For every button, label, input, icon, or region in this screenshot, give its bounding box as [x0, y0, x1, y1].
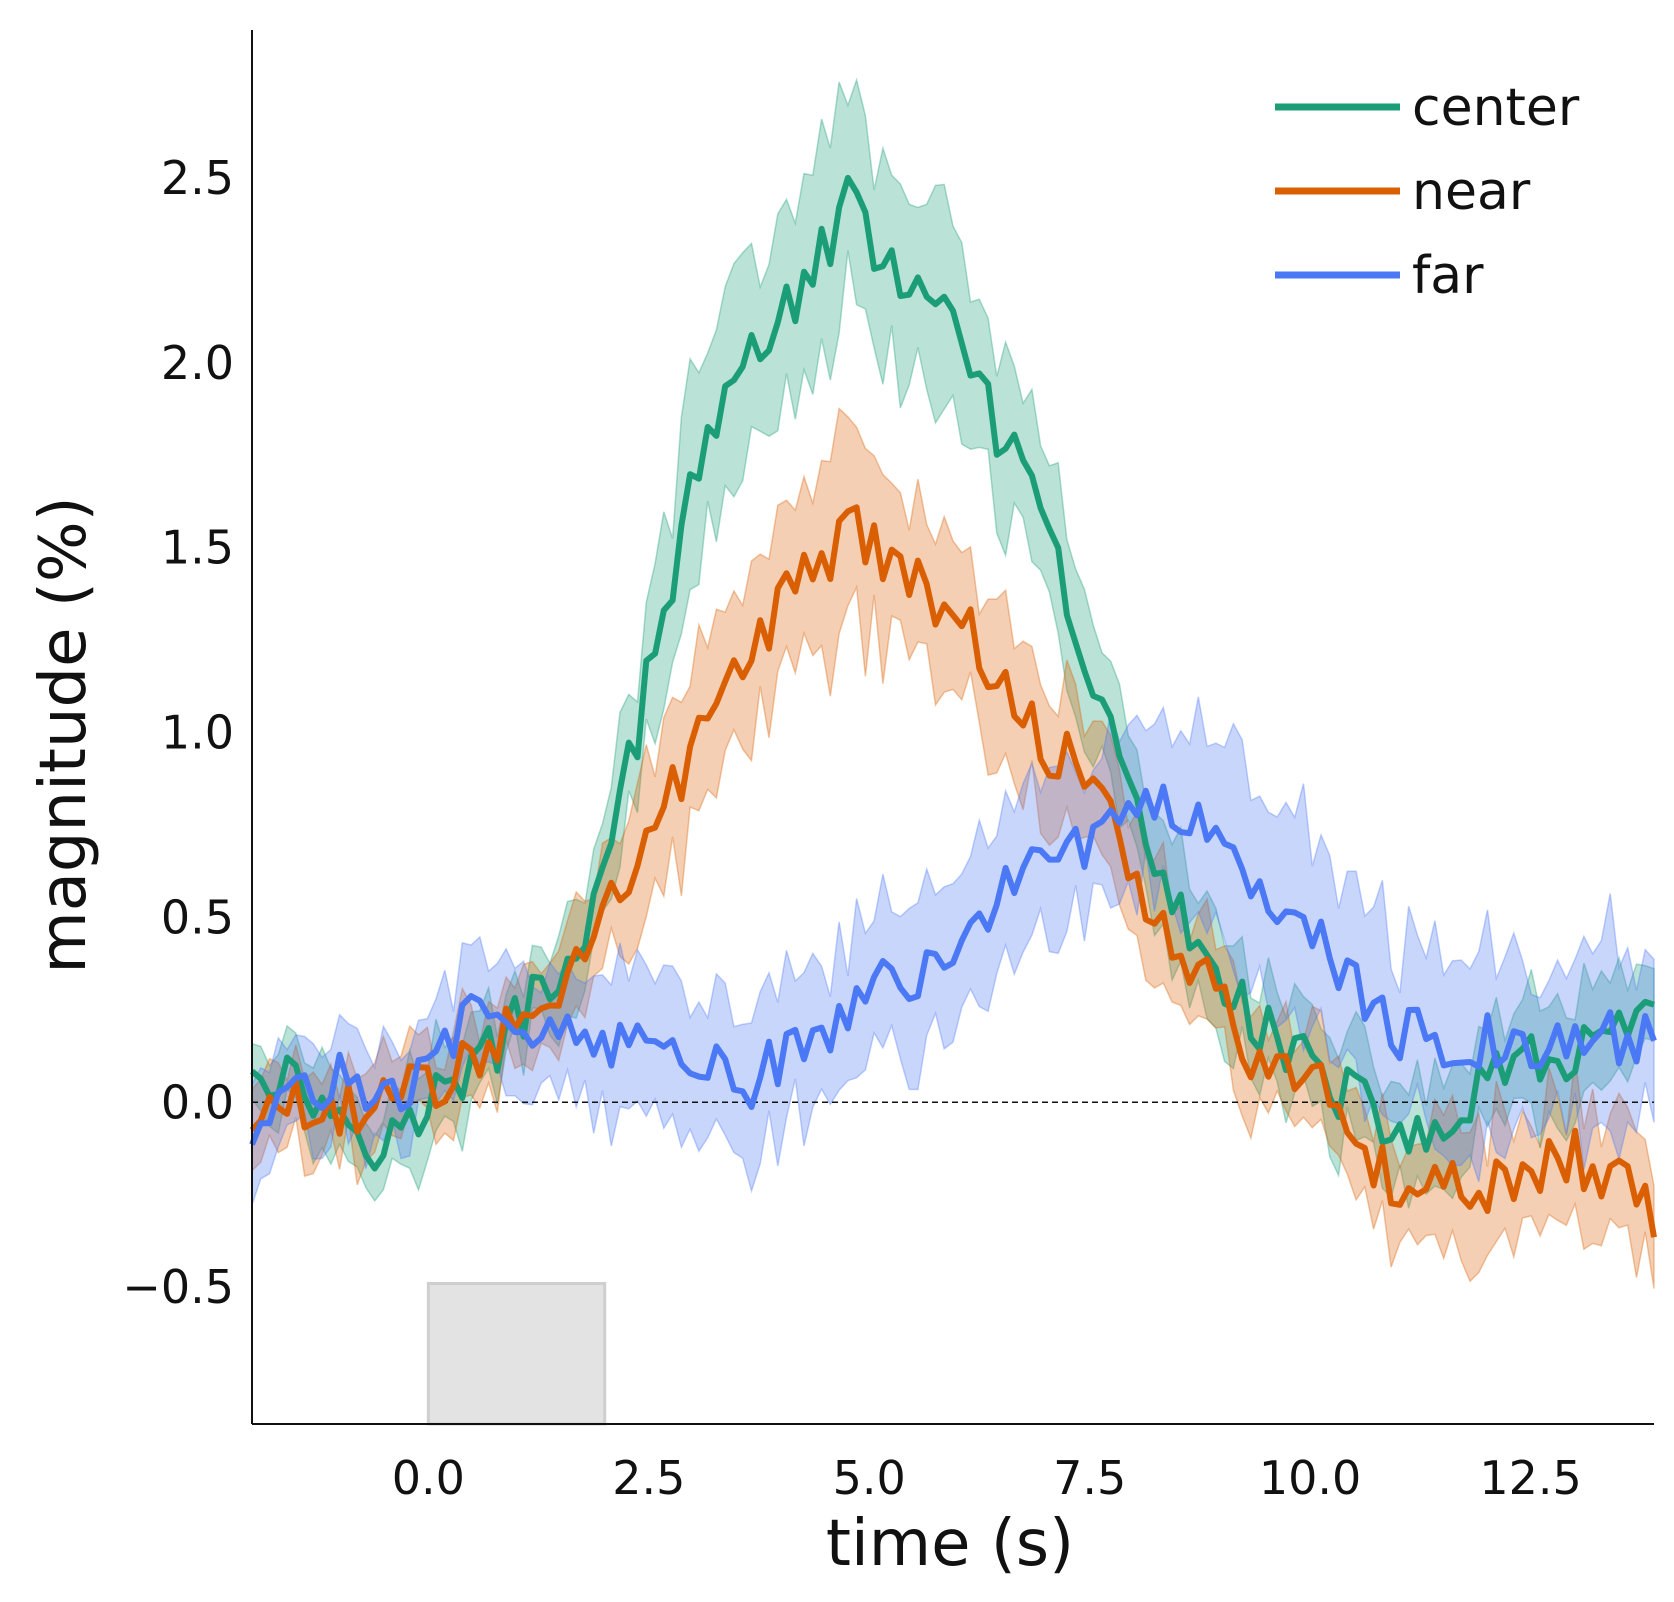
legend-label-center: center	[1412, 78, 1580, 138]
series-line-center	[250, 174, 1655, 1172]
y-tick-label: −0.5	[122, 1260, 234, 1314]
y-tick-label: 2.0	[161, 336, 234, 390]
band-far	[251, 696, 1655, 1205]
y-axis-title: magnitude (%)	[27, 496, 101, 973]
x-tick-label: 5.0	[833, 1451, 906, 1505]
x-tick-label: 0.0	[392, 1451, 465, 1505]
axes: 0.0 2.5 5.0 7.5 10.0 12.5 −0.5 0.0 0.5 1.0 1.5 2.0 2…	[122, 30, 1654, 1505]
stimulus-layer	[426, 1281, 607, 1426]
x-tick-label: 12.5	[1479, 1451, 1581, 1505]
band-near	[251, 406, 1655, 1289]
y-tick-label: 1.0	[161, 706, 234, 760]
y-tick-label: 1.5	[161, 521, 234, 575]
x-axis-title: time (s)	[826, 1507, 1074, 1581]
x-tick-label: 7.5	[1053, 1451, 1126, 1505]
series-line-near	[249, 504, 1657, 1238]
legend-label-far: far	[1412, 246, 1484, 306]
y-tick-label: 0.5	[161, 890, 234, 944]
legend: center near far	[1275, 78, 1580, 306]
y-tick-label: 2.5	[161, 151, 234, 205]
stimulus-block	[426, 1281, 607, 1426]
x-tick-label: 2.5	[612, 1451, 685, 1505]
x-tick-label: 10.0	[1259, 1451, 1361, 1505]
series-line-far	[249, 783, 1657, 1146]
series-line-layer	[249, 174, 1657, 1238]
y-tick-label: 0.0	[161, 1075, 234, 1129]
legend-label-near: near	[1412, 162, 1531, 222]
